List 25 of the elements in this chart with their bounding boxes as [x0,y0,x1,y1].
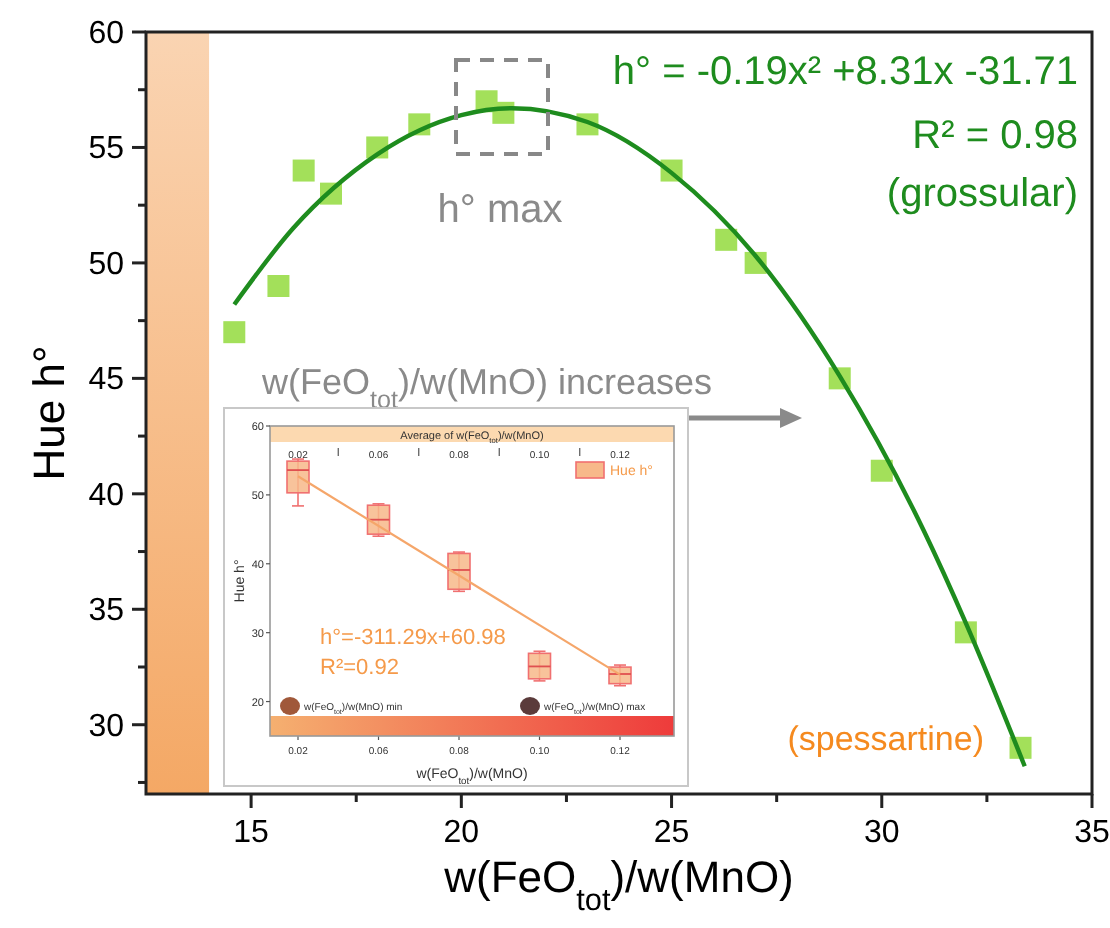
x-axis-title: w(FeO$_{tot}$)/w(MnO) [442,852,794,917]
annotation: R²=0.92 [320,656,399,680]
x-tick-label: 30 [863,816,900,850]
y-tick-label: 55 [88,132,125,167]
annotation: (spessartine) [787,720,984,758]
x-tick-label: 25 [653,816,690,850]
y-tick-label: 40 [88,478,125,513]
point [292,159,315,182]
y-tick-label: 45 [88,363,125,398]
annotation: h°=-311.29x+60.98 [320,626,506,650]
y-tick-label: 35 [88,594,125,629]
x-tick-label: 35 [1074,816,1110,850]
y-axis-title: Hue h° [24,345,74,481]
annotation: (grossular) [886,172,1078,216]
y-tick-label: 60 [88,17,125,51]
point [267,275,290,297]
point [223,321,246,344]
y-tick-label: 30 [88,709,125,744]
point [715,228,738,251]
annotation: h° = -0.19x² +8.31x -31.71 [612,50,1078,94]
y-tick-label: 50 [88,247,125,282]
x-tick-label: 20 [443,816,480,850]
annotation: h° max [437,188,563,232]
annotation: R² = 0.98 [912,114,1078,158]
x-tick-label: 15 [233,816,270,850]
